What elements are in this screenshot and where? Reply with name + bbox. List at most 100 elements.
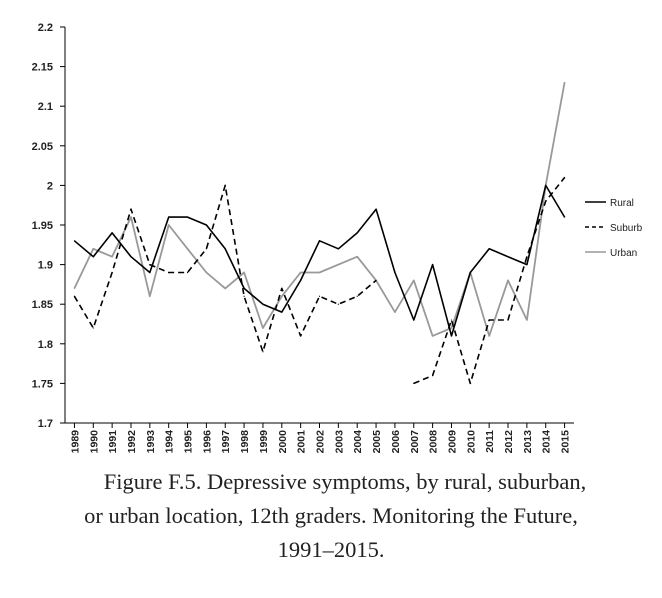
- data-point-suburb: [507, 319, 509, 321]
- x-tick-label: 1989: [69, 430, 81, 454]
- data-point-suburb: [149, 264, 151, 266]
- data-point-rural: [186, 216, 189, 218]
- x-tick-label: 2008: [428, 430, 440, 454]
- data-point-urban: [262, 327, 264, 329]
- data-point-suburb: [450, 319, 453, 321]
- data-point-rural: [281, 311, 283, 313]
- data-point-urban: [450, 327, 453, 329]
- data-point-rural: [356, 232, 358, 234]
- data-point-urban: [130, 216, 132, 218]
- data-point-rural: [168, 216, 170, 218]
- data-point-urban: [394, 311, 396, 313]
- data-point-rural: [130, 256, 132, 258]
- y-tick-label: 2.2: [38, 22, 53, 34]
- data-point-suburb: [73, 295, 76, 297]
- data-point-rural: [432, 264, 434, 266]
- data-point-urban: [488, 335, 490, 337]
- data-point-rural: [488, 248, 490, 250]
- x-tick-label: 1996: [201, 430, 213, 454]
- x-tick-label: 2006: [390, 430, 402, 454]
- data-point-suburb: [92, 327, 94, 329]
- data-point-rural: [92, 256, 94, 258]
- data-point-rural: [111, 232, 113, 234]
- data-point-rural: [73, 240, 76, 242]
- data-point-suburb: [224, 184, 226, 186]
- data-point-rural: [337, 248, 339, 250]
- legend: Rural Suburb Urban: [585, 198, 643, 259]
- y-tick-label: 1.85: [32, 299, 53, 311]
- data-point-rural: [300, 279, 302, 282]
- data-point-urban: [563, 81, 566, 84]
- x-tick-label: 2003: [333, 430, 345, 454]
- data-point-rural: [469, 271, 471, 274]
- line-chart: 1.7 1.75 1.8 1.85 1.9 1.95 2 2.05 2.1 2.15 2.2 198…: [32, 22, 643, 454]
- data-point-urban: [507, 279, 509, 282]
- x-tick-label: 1999: [258, 430, 270, 454]
- x-tick-label: 2007: [409, 430, 421, 454]
- x-tick-label: 1997: [220, 430, 232, 454]
- data-point-suburb: [205, 248, 207, 250]
- data-point-suburb: [300, 335, 302, 337]
- data-point-suburb: [563, 176, 566, 179]
- y-tick-label: 2.15: [32, 62, 53, 74]
- data-point-urban: [168, 224, 170, 226]
- data-point-suburb: [281, 287, 283, 289]
- data-point-suburb: [337, 303, 339, 305]
- data-point-urban: [281, 295, 283, 297]
- x-tick-label: 1998: [239, 430, 251, 454]
- data-point-urban: [526, 319, 528, 321]
- data-point-urban: [300, 271, 302, 274]
- data-point-rural: [394, 271, 396, 274]
- data-point-rural: [205, 224, 207, 226]
- data-point-urban: [224, 287, 226, 289]
- data-point-rural: [318, 240, 321, 242]
- data-point-urban: [356, 256, 358, 258]
- y-tick-label: 1.95: [32, 220, 53, 232]
- legend-label-urban: Urban: [610, 248, 637, 259]
- caption-line-2: or urban location, 12th graders. Monitor…: [84, 503, 578, 528]
- x-tick-label: 1991: [107, 430, 119, 454]
- data-point-urban: [186, 248, 189, 250]
- x-tick-label: 2004: [352, 430, 364, 454]
- caption-text-1: Figure F.5. Depressive symptoms, by rura…: [103, 469, 587, 494]
- data-point-suburb: [469, 382, 471, 384]
- figure-caption: Figure F.5. Depressive symptoms, by rura…: [10, 465, 652, 567]
- data-point-suburb: [168, 271, 170, 274]
- data-point-urban: [149, 295, 151, 297]
- caption-line-1: Figure F.5. Depressive symptoms, by rura…: [10, 465, 652, 499]
- x-tick-label: 1994: [164, 430, 176, 454]
- data-point-suburb: [130, 208, 132, 210]
- y-tick-label: 2.1: [38, 101, 53, 113]
- series-layer: [73, 81, 566, 385]
- x-tick-label: 2010: [465, 430, 477, 454]
- x-tick-label: 2014: [541, 430, 553, 454]
- data-point-rural: [375, 208, 377, 210]
- data-point-urban: [92, 248, 94, 250]
- data-point-suburb: [488, 319, 490, 321]
- series-line-urban: [73, 82, 566, 337]
- caption-line-3: 1991–2015.: [277, 537, 385, 562]
- data-point-suburb: [111, 271, 113, 274]
- y-tick-label: 2.05: [32, 141, 53, 153]
- data-point-suburb: [526, 256, 528, 258]
- data-point-urban: [205, 271, 207, 274]
- x-tick-label: 1990: [88, 430, 100, 454]
- y-axis: 1.7 1.75 1.8 1.85 1.9 1.95 2 2.05 2.1 2.15 2.2: [32, 22, 66, 430]
- data-point-rural: [507, 256, 509, 258]
- data-point-rural: [450, 335, 453, 337]
- data-point-suburb: [318, 295, 321, 297]
- x-tick-label: 1993: [145, 430, 157, 454]
- legend-label-rural: Rural: [610, 198, 634, 209]
- y-tick-label: 1.75: [32, 378, 53, 390]
- data-point-urban: [432, 335, 434, 337]
- data-point-suburb: [413, 382, 415, 384]
- data-point-rural: [526, 264, 528, 266]
- data-point-suburb: [432, 374, 434, 377]
- x-tick-label: 2009: [446, 430, 458, 454]
- data-point-urban: [413, 279, 415, 282]
- data-point-urban: [111, 256, 113, 258]
- x-tick-label: 1992: [126, 430, 138, 454]
- data-point-suburb: [186, 271, 189, 274]
- x-tick-label: 2005: [371, 430, 383, 454]
- data-point-suburb: [375, 279, 377, 282]
